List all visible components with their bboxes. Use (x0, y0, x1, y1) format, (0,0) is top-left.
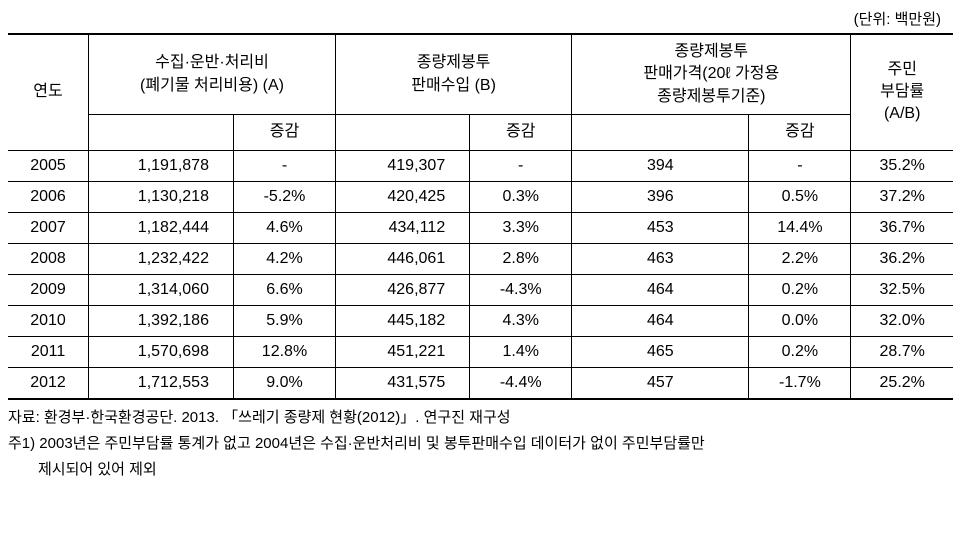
cell-a-val: 1,570,698 (89, 336, 234, 367)
table-row: 2007 1,182,444 4.6% 434,112 3.3% 453 14.… (8, 212, 953, 243)
cell-b-chg: 1.4% (470, 336, 572, 367)
header-a-blank (89, 115, 234, 150)
cell-a-chg: 4.2% (233, 243, 335, 274)
cell-b-chg: -4.3% (470, 274, 572, 305)
waste-cost-table: 연도 수집·운반·처리비 (폐기물 처리비용) (A) 종량제봉투 판매수입 (… (8, 33, 953, 400)
cell-b-chg: - (470, 150, 572, 181)
cell-a-val: 1,130,218 (89, 181, 234, 212)
cell-ratio: 25.2% (851, 367, 953, 399)
cell-a-chg: -5.2% (233, 181, 335, 212)
cell-a-val: 1,191,878 (89, 150, 234, 181)
cell-c-chg: - (749, 150, 851, 181)
cell-a-val: 1,314,060 (89, 274, 234, 305)
cell-a-val: 1,232,422 (89, 243, 234, 274)
header-ratio: 주민 부담률 (A/B) (851, 34, 953, 150)
table-header: 연도 수집·운반·처리비 (폐기물 처리비용) (A) 종량제봉투 판매수입 (… (8, 34, 953, 150)
cell-year: 2006 (8, 181, 89, 212)
cell-c-val: 453 (572, 212, 749, 243)
footnotes: 자료: 환경부·한국환경공단. 2013. 「쓰레기 종량제 현황(2012)」… (8, 406, 953, 482)
cell-c-val: 464 (572, 274, 749, 305)
cell-b-val: 419,307 (336, 150, 470, 181)
header-col-a: 수집·운반·처리비 (폐기물 처리비용) (A) (89, 34, 336, 115)
cell-b-chg: -4.4% (470, 367, 572, 399)
table-row: 2010 1,392,186 5.9% 445,182 4.3% 464 0.0… (8, 305, 953, 336)
cell-ratio: 28.7% (851, 336, 953, 367)
footnote-note1-line1: 주1) 2003년은 주민부담률 통계가 없고 2004년은 수집·운반처리비 … (8, 432, 953, 456)
cell-ratio: 35.2% (851, 150, 953, 181)
cell-ratio: 36.2% (851, 243, 953, 274)
footnote-source: 자료: 환경부·한국환경공단. 2013. 「쓰레기 종량제 현황(2012)」… (8, 406, 953, 430)
cell-b-chg: 4.3% (470, 305, 572, 336)
table-row: 2011 1,570,698 12.8% 451,221 1.4% 465 0.… (8, 336, 953, 367)
footnote-note1-line2: 제시되어 있어 제외 (8, 458, 953, 482)
cell-year: 2010 (8, 305, 89, 336)
header-c-blank (572, 115, 749, 150)
cell-c-val: 457 (572, 367, 749, 399)
cell-b-val: 420,425 (336, 181, 470, 212)
cell-ratio: 37.2% (851, 181, 953, 212)
cell-b-val: 451,221 (336, 336, 470, 367)
cell-b-chg: 0.3% (470, 181, 572, 212)
cell-a-chg: 4.6% (233, 212, 335, 243)
cell-c-chg: 0.0% (749, 305, 851, 336)
table-row: 2005 1,191,878 - 419,307 - 394 - 35.2% (8, 150, 953, 181)
cell-a-val: 1,182,444 (89, 212, 234, 243)
cell-a-val: 1,392,186 (89, 305, 234, 336)
cell-b-val: 431,575 (336, 367, 470, 399)
unit-label: (단위: 백만원) (8, 8, 953, 29)
header-b-change: 증감 (470, 115, 572, 150)
cell-ratio: 32.5% (851, 274, 953, 305)
header-a-change: 증감 (233, 115, 335, 150)
cell-c-chg: 2.2% (749, 243, 851, 274)
cell-c-chg: 0.2% (749, 336, 851, 367)
cell-year: 2007 (8, 212, 89, 243)
table-row: 2008 1,232,422 4.2% 446,061 2.8% 463 2.2… (8, 243, 953, 274)
header-col-c: 종량제봉투 판매가격(20ℓ 가정용 종량제봉투기준) (572, 34, 851, 115)
cell-year: 2011 (8, 336, 89, 367)
header-b-blank (336, 115, 470, 150)
cell-b-val: 446,061 (336, 243, 470, 274)
cell-b-chg: 2.8% (470, 243, 572, 274)
cell-ratio: 36.7% (851, 212, 953, 243)
table-row: 2006 1,130,218 -5.2% 420,425 0.3% 396 0.… (8, 181, 953, 212)
cell-year: 2005 (8, 150, 89, 181)
cell-ratio: 32.0% (851, 305, 953, 336)
cell-year: 2008 (8, 243, 89, 274)
header-year: 연도 (8, 34, 89, 150)
cell-c-val: 464 (572, 305, 749, 336)
cell-c-chg: -1.7% (749, 367, 851, 399)
cell-c-val: 465 (572, 336, 749, 367)
cell-a-chg: - (233, 150, 335, 181)
cell-b-val: 445,182 (336, 305, 470, 336)
table-row: 2012 1,712,553 9.0% 431,575 -4.4% 457 -1… (8, 367, 953, 399)
cell-b-val: 426,877 (336, 274, 470, 305)
cell-a-chg: 9.0% (233, 367, 335, 399)
table-body: 2005 1,191,878 - 419,307 - 394 - 35.2% 2… (8, 150, 953, 399)
header-c-change: 증감 (749, 115, 851, 150)
cell-b-val: 434,112 (336, 212, 470, 243)
cell-c-val: 463 (572, 243, 749, 274)
cell-a-chg: 12.8% (233, 336, 335, 367)
cell-c-chg: 14.4% (749, 212, 851, 243)
cell-a-chg: 5.9% (233, 305, 335, 336)
cell-c-val: 394 (572, 150, 749, 181)
cell-year: 2012 (8, 367, 89, 399)
table-row: 2009 1,314,060 6.6% 426,877 -4.3% 464 0.… (8, 274, 953, 305)
header-col-b: 종량제봉투 판매수입 (B) (336, 34, 572, 115)
cell-c-chg: 0.5% (749, 181, 851, 212)
cell-a-val: 1,712,553 (89, 367, 234, 399)
cell-c-chg: 0.2% (749, 274, 851, 305)
cell-year: 2009 (8, 274, 89, 305)
cell-c-val: 396 (572, 181, 749, 212)
cell-a-chg: 6.6% (233, 274, 335, 305)
cell-b-chg: 3.3% (470, 212, 572, 243)
